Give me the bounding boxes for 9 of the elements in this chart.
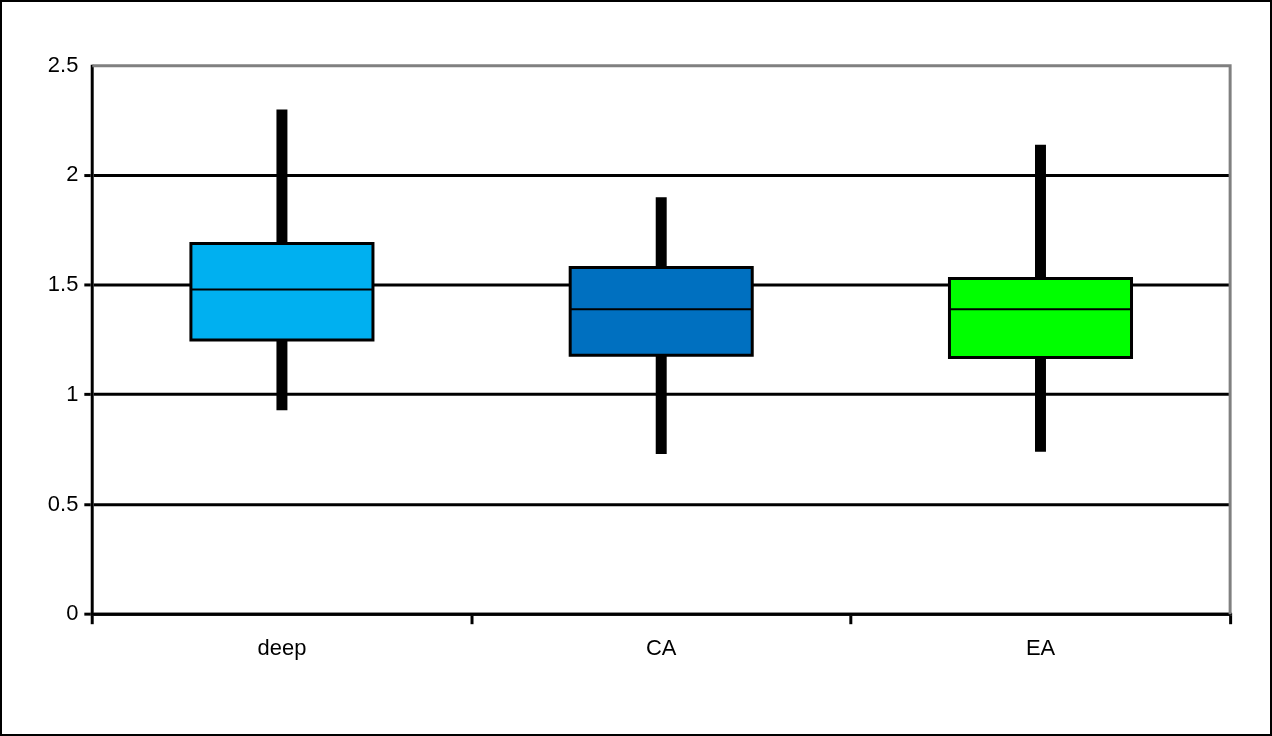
x-tick-label: CA <box>645 635 677 661</box>
x-tick-label: deep <box>257 635 307 661</box>
x-tick-label: EA <box>1025 635 1056 661</box>
y-tick-label: 2 <box>66 161 79 187</box>
y-tick-label: 2.5 <box>47 51 79 77</box>
y-tick-label: 0.5 <box>47 490 79 516</box>
y-tick-label: 1.5 <box>47 271 79 297</box>
y-tick-label: 0 <box>66 600 79 626</box>
y-tick-label: 1 <box>66 380 79 406</box>
